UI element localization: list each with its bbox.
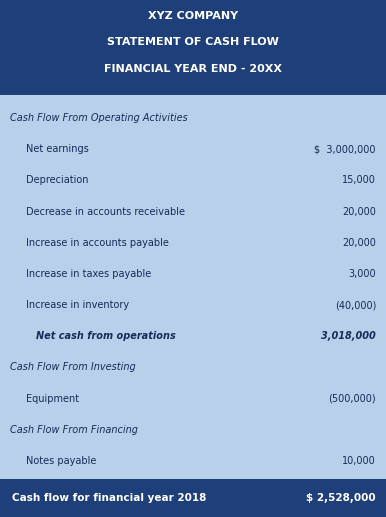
Text: Cash Flow From Financing: Cash Flow From Financing	[10, 425, 138, 435]
Text: XYZ COMPANY: XYZ COMPANY	[148, 11, 238, 21]
Text: $ 2,528,000: $ 2,528,000	[306, 493, 376, 503]
Text: Equipment: Equipment	[26, 393, 79, 404]
Text: Increase in inventory: Increase in inventory	[26, 300, 129, 310]
Text: (500,000): (500,000)	[328, 393, 376, 404]
Text: (40,000): (40,000)	[335, 300, 376, 310]
Text: FINANCIAL YEAR END - 20XX: FINANCIAL YEAR END - 20XX	[104, 64, 282, 73]
Text: 20,000: 20,000	[342, 238, 376, 248]
Text: Decrease in accounts receivable: Decrease in accounts receivable	[26, 207, 185, 217]
Text: $  3,000,000: $ 3,000,000	[315, 144, 376, 154]
Text: Depreciation: Depreciation	[26, 175, 88, 186]
Text: 15,000: 15,000	[342, 175, 376, 186]
Text: Cash Flow From Investing: Cash Flow From Investing	[10, 362, 136, 372]
Text: Increase in accounts payable: Increase in accounts payable	[26, 238, 169, 248]
Text: Cash Flow From Operating Activities: Cash Flow From Operating Activities	[10, 113, 188, 123]
Text: 10,000: 10,000	[342, 456, 376, 466]
Bar	[0, 0, 386, 95]
Text: 3,000: 3,000	[349, 269, 376, 279]
Text: 20,000: 20,000	[342, 207, 376, 217]
Text: Net cash from operations: Net cash from operations	[36, 331, 176, 341]
Text: STATEMENT OF CASH FLOW: STATEMENT OF CASH FLOW	[107, 37, 279, 47]
Bar	[0, 479, 386, 517]
Text: Net earnings: Net earnings	[26, 144, 89, 154]
Text: Increase in taxes payable: Increase in taxes payable	[26, 269, 151, 279]
Text: 3,018,000: 3,018,000	[321, 331, 376, 341]
Text: Cash flow for financial year 2018: Cash flow for financial year 2018	[12, 493, 207, 503]
Text: Notes payable: Notes payable	[26, 456, 96, 466]
